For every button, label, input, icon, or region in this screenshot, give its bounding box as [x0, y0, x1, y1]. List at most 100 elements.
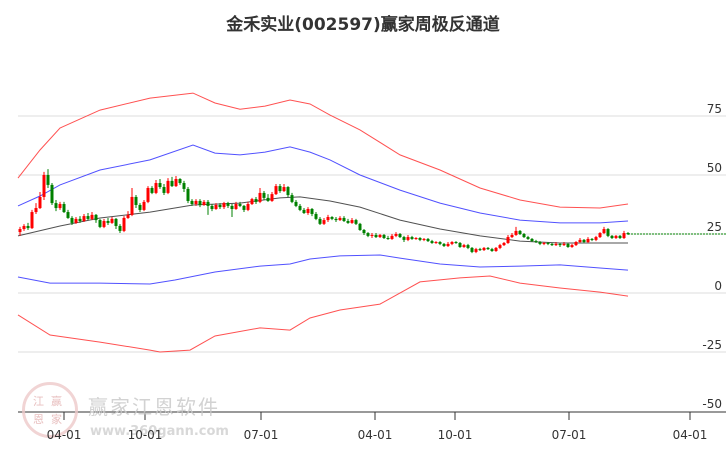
candle-down — [438, 242, 442, 244]
candle-down — [290, 195, 294, 202]
candle-up — [350, 220, 354, 223]
x-tick-label: 04-01 — [357, 428, 393, 442]
candle-down — [354, 220, 358, 224]
candle-up — [270, 194, 274, 201]
candle-up — [90, 214, 94, 219]
candle-up — [482, 247, 486, 251]
candle-down — [410, 237, 414, 239]
candle-down — [546, 242, 550, 244]
candle-down — [526, 237, 530, 239]
candle-down — [626, 233, 630, 235]
watermark-logo-icon: 江 赢 恩 家 — [22, 382, 78, 438]
candle-up — [502, 242, 506, 246]
y-tick-label: 25 — [706, 220, 722, 234]
candle-down — [242, 205, 246, 210]
candle-down — [278, 186, 282, 192]
candle-down — [78, 218, 82, 222]
candle-up — [378, 234, 382, 238]
candle-down — [134, 196, 138, 205]
candle-up — [570, 245, 574, 247]
candle-up — [474, 249, 478, 252]
watermark-brand: 赢家江恩软件 — [88, 395, 220, 419]
candle-down — [286, 187, 290, 196]
candle-down — [374, 234, 378, 238]
candle-down — [190, 200, 194, 205]
x-tick-label: 07-01 — [243, 428, 279, 442]
candle-down — [206, 201, 210, 206]
candle-up — [82, 216, 86, 222]
candle-down — [466, 245, 470, 248]
candle-down — [618, 235, 622, 239]
candle-up — [258, 192, 262, 202]
candle-up — [58, 204, 62, 209]
candle-down — [254, 199, 258, 202]
candle-up — [586, 238, 590, 243]
series-lower_outer — [17, 275, 629, 353]
candle-up — [222, 203, 226, 208]
candle-down — [158, 183, 162, 188]
candle-down — [310, 208, 314, 214]
candle-up — [394, 234, 398, 236]
candle-up — [594, 237, 598, 240]
candle-down — [566, 243, 570, 247]
candle-down — [346, 221, 350, 223]
candle-down — [294, 201, 298, 206]
candle-down — [478, 249, 482, 251]
candle-down — [426, 238, 430, 242]
candle-down — [178, 179, 182, 184]
candle-up — [434, 242, 438, 244]
series-middle — [17, 196, 628, 244]
y-tick-label: 0 — [714, 279, 722, 293]
candle-down — [342, 217, 346, 222]
candle-down — [298, 205, 302, 210]
candle-down — [138, 204, 142, 210]
candle-up — [446, 243, 450, 247]
y-tick-label: 75 — [706, 102, 722, 116]
candle-up — [462, 245, 466, 247]
candle-up — [562, 243, 566, 246]
candle-down — [590, 238, 594, 240]
watermark-logo-char: 恩 — [33, 413, 44, 426]
candle-down — [534, 241, 538, 243]
candle-up — [370, 234, 374, 236]
watermark-logo-char: 江 — [33, 395, 44, 408]
candle-up — [338, 217, 342, 221]
watermark-logo-char: 家 — [51, 413, 62, 426]
candle-up — [326, 217, 330, 221]
candle-up — [598, 233, 602, 238]
candle-down — [210, 205, 214, 209]
candle-down — [366, 233, 370, 236]
candle-down — [606, 229, 610, 236]
series-lower_inner — [17, 254, 629, 285]
candle-down — [98, 220, 102, 227]
candle-down — [518, 230, 522, 234]
candle-down — [26, 225, 30, 229]
candle-up — [250, 199, 254, 205]
y-tick-label: -50 — [702, 397, 722, 411]
candle-down — [550, 243, 554, 246]
series-upper_inner — [17, 144, 629, 224]
candle-down — [150, 187, 154, 193]
candle-down — [62, 204, 66, 213]
y-tick-label: 50 — [706, 161, 722, 175]
candle-down — [46, 175, 50, 185]
candle-down — [538, 242, 542, 244]
candle-up — [414, 238, 418, 240]
candle-down — [262, 192, 266, 198]
candle-down — [170, 180, 174, 187]
candle-up — [498, 245, 502, 248]
candle-down — [418, 238, 422, 240]
candle-down — [610, 235, 614, 239]
candle-down — [114, 218, 118, 226]
candle-up — [214, 204, 218, 209]
candle-down — [334, 218, 338, 221]
candle-up — [202, 201, 206, 205]
candle-down — [50, 184, 54, 204]
candle-up — [110, 218, 114, 223]
candle-up — [30, 212, 34, 229]
candle-up — [554, 243, 558, 246]
x-tick-label: 10-01 — [127, 428, 163, 442]
candle-up — [38, 196, 42, 209]
candle-down — [490, 249, 494, 251]
candle-down — [330, 217, 334, 219]
